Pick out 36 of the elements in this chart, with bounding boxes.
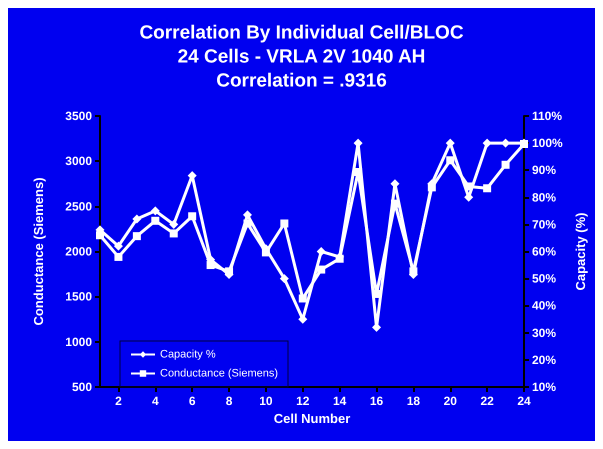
x-tick-label: 18 [406,394,420,408]
x-tick-label: 14 [332,394,347,408]
x-tick-label: 2 [115,394,122,408]
y2-tick-label: 70% [532,217,556,232]
x-tick-label: 6 [188,394,196,408]
legend-label: Conductance (Siemens) [160,368,278,380]
y-axis-title: Conductance (Siemens) [31,177,46,326]
y2-tick-label: 60% [532,244,556,258]
y2-tick-label: 30% [532,326,556,340]
y-tick-label: 3500 [65,109,92,123]
x-tick-label: 16 [370,394,384,408]
x-tick-label: 24 [517,394,531,408]
y2-tick-label: 20% [532,352,556,367]
y2-axis-title: Capacity (%) [573,212,588,291]
y-tick-label: 1000 [65,334,92,349]
y2-tick-label: 80% [532,190,556,204]
y-tick-label: 3000 [65,154,92,168]
x-tick-label: 20 [444,394,458,408]
x-tick-label: 22 [480,394,494,408]
x-tick-label: 4 [152,394,159,408]
y-tick-label: 2500 [65,199,92,214]
legend-label: Capacity % [160,348,216,360]
y-tick-label: 500 [72,380,92,394]
y2-tick-label: 10% [532,380,556,394]
y2-tick-label: 110% [532,109,562,123]
x-tick-label: 12 [296,394,310,408]
y-tick-label: 2000 [65,244,92,258]
x-tick-label: 10 [259,394,273,408]
x-axis-title: Cell Number [274,410,350,426]
y2-tick-label: 90% [532,163,556,178]
y2-tick-label: 50% [532,272,556,286]
x-tick-label: 8 [226,394,233,408]
y-tick-label: 1500 [65,290,92,304]
y2-tick-label: 100% [532,136,564,150]
chart-title: Correlation By Individual Cell/BLOC 24 Cells - VRLA 2V 1040 AH Correlation = .9316 [139,22,464,92]
y2-tick-label: 40% [532,298,556,313]
